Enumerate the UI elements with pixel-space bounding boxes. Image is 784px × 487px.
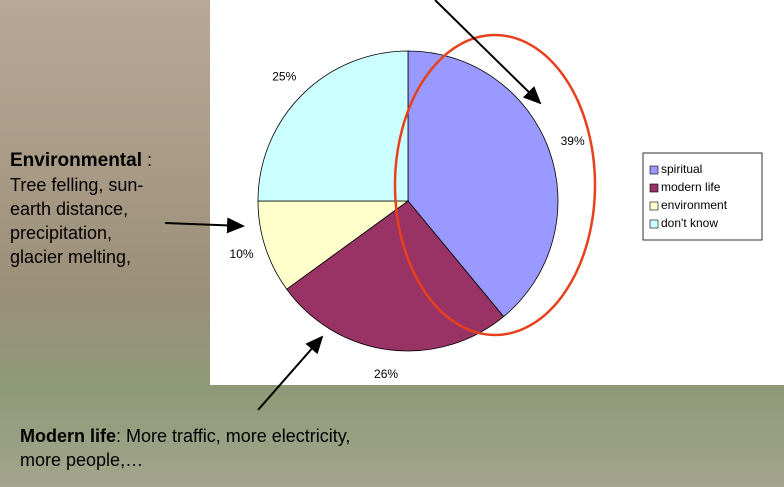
pie-slice <box>257 50 409 202</box>
data-label: 25% <box>272 69 296 83</box>
pie-slice <box>286 200 505 352</box>
arrow <box>434 0 542 105</box>
annotation: Environmental : Tree felling, sun-earth … <box>10 148 160 269</box>
highlight-ellipse <box>393 33 597 337</box>
legend-swatch <box>649 165 659 175</box>
legend-box <box>642 152 763 241</box>
data-label: 10% <box>230 247 254 261</box>
legend-label: environment <box>661 198 728 212</box>
pie-slice <box>407 50 559 318</box>
pie: 39% 26% 10% 25% <box>230 50 585 381</box>
legend-swatch <box>649 219 659 229</box>
legend-label: modern life <box>661 180 721 194</box>
annotation-text: : More traffic, more electricity, more p… <box>20 426 351 470</box>
annotation-title: Environmental <box>10 150 142 171</box>
legend-label: don't know <box>661 216 718 230</box>
legend-swatch <box>649 201 659 211</box>
legend-label: spiritual <box>661 162 702 176</box>
arrow <box>257 335 324 411</box>
legend: spiritual modern life environment don't kno… <box>649 162 728 230</box>
data-label: 39% <box>561 134 585 148</box>
pie-slice <box>257 200 410 290</box>
arrow <box>164 217 245 234</box>
annotation-title: Modern life <box>20 426 117 446</box>
legend-swatch <box>649 183 659 193</box>
annotation-text: : Tree felling, sun-earth distance, prec… <box>10 150 153 267</box>
annotation: Modern life: More traffic, more electric… <box>20 424 390 472</box>
data-label: 26% <box>374 367 398 381</box>
